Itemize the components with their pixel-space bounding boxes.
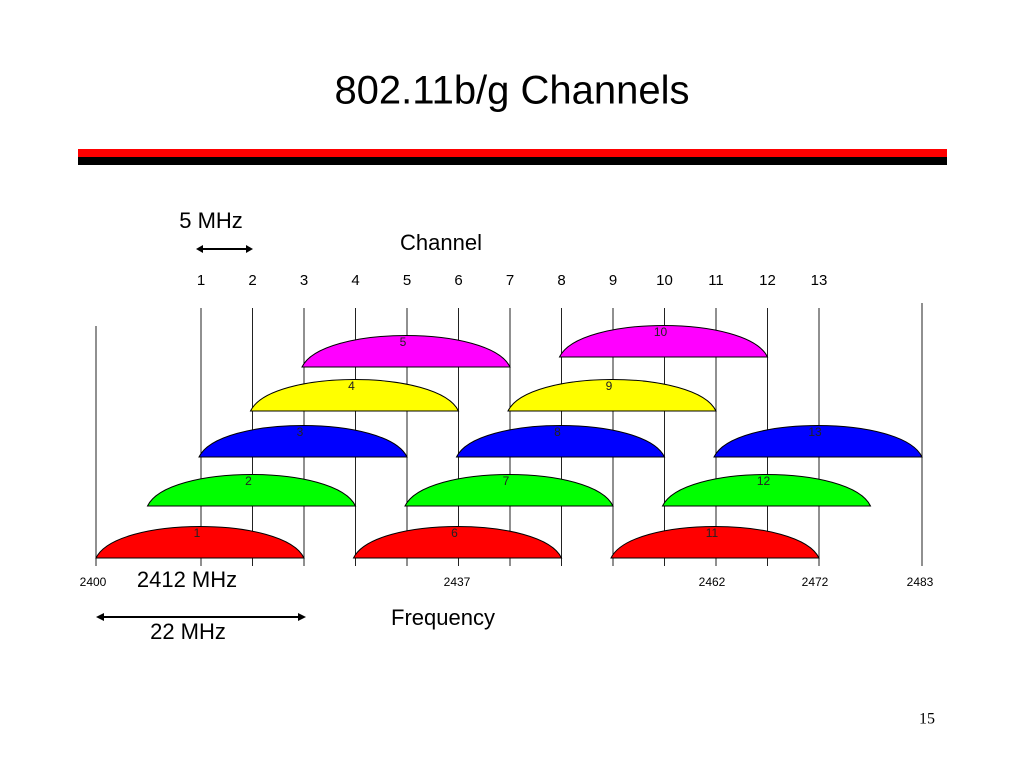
channel-arc-label: 5 [400, 335, 407, 349]
frequency-label: 2400 [80, 575, 107, 589]
channel-arc-label: 3 [297, 425, 304, 439]
channel-tick-label: 7 [506, 272, 514, 289]
channel-tick-label: 5 [403, 272, 411, 289]
width-arrow [96, 613, 306, 621]
spacing-arrow [196, 245, 253, 253]
channel-arc-label: 10 [654, 325, 668, 339]
spacing-label: 5 MHz [179, 208, 243, 233]
channel-arc [661, 474, 872, 507]
channel-tick-label: 8 [557, 272, 565, 289]
frequency-axis-label: Frequency [391, 605, 495, 630]
channel-arc [95, 526, 305, 559]
channel-arc-label: 11 [706, 526, 719, 540]
channel-tick-label: 9 [609, 272, 617, 289]
channel-diagram: 5 MHz Channel 2412 MHz 22 MHz Frequency … [80, 208, 934, 644]
channel-arc-label: 7 [503, 474, 510, 488]
channel-tick-label: 4 [351, 272, 359, 289]
channel-arc [352, 526, 563, 559]
channel-arc-label: 2 [245, 474, 252, 488]
channel-tick-label: 12 [759, 272, 776, 289]
channel-arc-label: 1 [194, 526, 201, 540]
frequency-label: 2437 [444, 575, 471, 589]
channel-arc [455, 425, 666, 458]
channel-arc-label: 6 [451, 526, 458, 540]
title-rule-black [78, 157, 947, 165]
frequency-label: 2462 [699, 575, 726, 589]
channel-arc [507, 379, 717, 412]
frequency-label: 2472 [802, 575, 829, 589]
channel-tick-label: 2 [248, 272, 256, 289]
channel-arc [146, 474, 357, 507]
slide-number: 15 [919, 711, 935, 728]
channel-arc-label: 9 [606, 379, 613, 393]
channel-arc [404, 474, 614, 507]
channel-tick-label: 10 [656, 272, 673, 289]
channel-arc-label: 4 [348, 379, 355, 393]
center-label: 2412 MHz [137, 567, 237, 592]
channel-tick-label: 1 [197, 272, 205, 289]
channel-arc [198, 425, 408, 458]
frequency-label: 2483 [907, 575, 934, 589]
width-label: 22 MHz [150, 619, 226, 644]
channel-arc [249, 379, 460, 412]
title-rule-red [78, 149, 947, 157]
channel-axis-label: Channel [400, 230, 482, 255]
channel-arc [301, 335, 511, 368]
channel-tick-label: 3 [300, 272, 308, 289]
channel-tick-label: 6 [454, 272, 462, 289]
channel-tick-label: 13 [811, 272, 828, 289]
channel-arc [713, 425, 923, 458]
channel-arc [610, 526, 820, 559]
slide-title: 802.11b/g Channels [334, 69, 689, 113]
channel-arc [558, 325, 769, 358]
channel-tick-label: 11 [708, 272, 724, 289]
channel-arc-label: 13 [808, 425, 822, 439]
channel-arc-label: 12 [757, 474, 771, 488]
channel-arc-label: 8 [554, 425, 561, 439]
